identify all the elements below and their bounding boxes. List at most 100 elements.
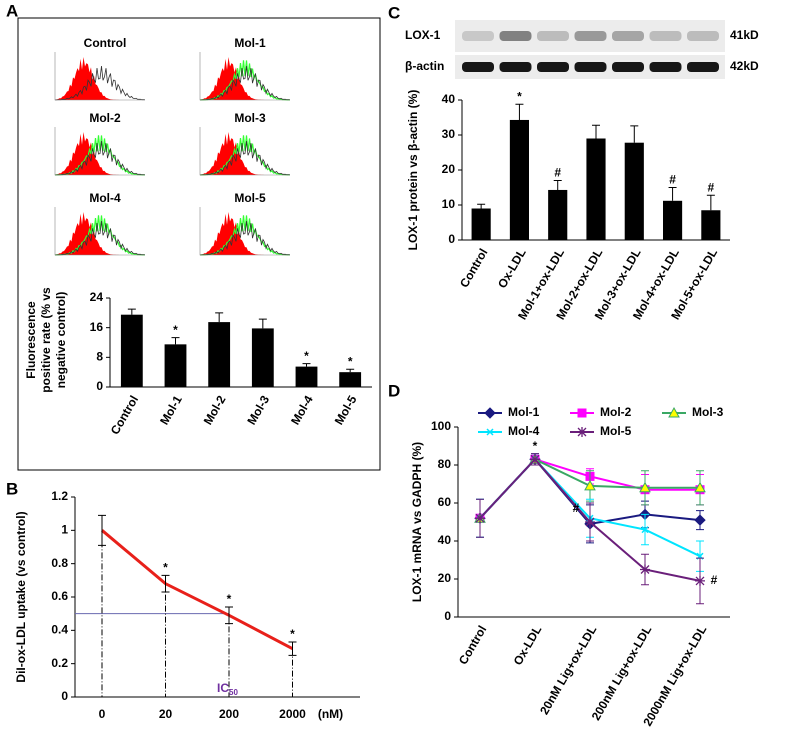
bar	[164, 344, 187, 387]
histogram-axes	[54, 207, 145, 256]
legend-marker	[577, 427, 587, 437]
x-tick-label: 20	[159, 707, 173, 721]
blot-size: 42kD	[730, 59, 759, 73]
y-tick-label: 60	[438, 495, 452, 509]
x-tick-label: 200nM Lig+ox-LDL	[589, 623, 655, 723]
x-tick-label: Control	[456, 623, 489, 667]
blot-size: 41kD	[730, 28, 759, 42]
histogram-area	[200, 56, 290, 100]
y-tick-label: 0	[444, 609, 451, 623]
value-annotation: *	[290, 627, 295, 641]
error-bar	[630, 125, 639, 143]
x-tick-label: Mol-5	[332, 393, 360, 427]
y-axis-label: negative control)	[54, 292, 68, 389]
value-annotation: *	[533, 439, 538, 453]
legend-marker	[668, 406, 680, 418]
marker	[639, 481, 651, 493]
panel-label: B	[6, 479, 18, 498]
error-bar	[553, 180, 562, 190]
x-tick-label: 2000	[279, 707, 306, 721]
histogram-axes	[199, 127, 290, 176]
legend-label: Mol-2	[600, 405, 632, 419]
x-tick-label: Mol-2	[201, 393, 229, 427]
histogram-axes	[54, 127, 145, 176]
histogram-area	[200, 131, 290, 175]
blot-band	[612, 31, 644, 41]
histogram-axes	[54, 52, 145, 101]
y-axis-label: positive rate (% vs	[39, 287, 53, 393]
error-bar	[258, 318, 267, 329]
y-tick-label: 20	[442, 162, 456, 176]
marker	[584, 479, 596, 491]
blot-band	[574, 62, 607, 72]
bar	[295, 366, 318, 387]
error-bar	[288, 641, 297, 656]
bar	[120, 314, 143, 387]
blot-band	[499, 31, 532, 41]
value-annotation: *	[517, 89, 522, 103]
blot-band	[537, 31, 569, 41]
histogram-axes	[199, 52, 290, 101]
value-annotation: #	[554, 166, 561, 180]
blot-band	[574, 31, 607, 41]
error-bar	[477, 203, 486, 209]
bar	[663, 200, 683, 240]
y-tick-label: 40	[438, 533, 452, 547]
error-bar	[171, 337, 180, 345]
marker	[640, 564, 650, 575]
y-tick-label: 0	[448, 232, 455, 246]
panel-label: C	[388, 3, 400, 22]
ic50-text: IC	[217, 681, 229, 695]
error-bar	[515, 103, 524, 120]
bar	[208, 322, 231, 387]
y-tick-label: 80	[438, 457, 452, 471]
value-annotation: #	[708, 180, 715, 194]
x-tick-label: Control	[108, 393, 141, 437]
value-annotation: #	[669, 173, 676, 187]
y-tick-label: 0	[96, 379, 103, 393]
x-tick-label: 2000nM Lig+ox-LDL	[640, 623, 709, 728]
error-bar	[225, 606, 233, 625]
x-axis-label: (nM)	[318, 707, 343, 721]
panel-label: D	[388, 381, 400, 400]
marker	[475, 513, 485, 524]
y-tick-label: 0	[61, 689, 68, 703]
marker	[641, 526, 649, 534]
legend-label: Mol-4	[508, 424, 540, 438]
histogram-area	[200, 211, 290, 255]
blot-label: β-actin	[405, 59, 444, 73]
error-bar	[706, 194, 715, 211]
ic50-subscript: 50	[229, 688, 238, 697]
x-tick-label: 200	[219, 707, 239, 721]
y-tick-label: 100	[431, 419, 451, 433]
x-tick-label: 20nM Lig+ox-LDL	[537, 623, 599, 717]
error-bar	[668, 187, 677, 201]
marker	[694, 514, 706, 526]
bar	[471, 208, 491, 240]
line	[101, 529, 294, 650]
error-bar	[302, 363, 311, 367]
legend-marker	[577, 408, 587, 418]
blot-band	[687, 31, 719, 41]
blot-band	[462, 31, 494, 41]
y-tick-label: 40	[442, 92, 456, 106]
legend-label: Mol-1	[508, 405, 540, 419]
marker	[694, 481, 706, 493]
panel-label: A	[6, 1, 18, 20]
y-tick-label: 24	[90, 290, 104, 304]
bar	[548, 189, 568, 240]
bar	[251, 328, 274, 387]
value-annotation: *	[304, 349, 309, 363]
histogram-label: Mol-3	[234, 111, 266, 125]
histogram-label: Mol-2	[89, 111, 121, 125]
marker	[695, 575, 705, 586]
histogram-curve	[199, 221, 291, 256]
y-tick-label: 10	[442, 197, 456, 211]
histogram-curve	[199, 66, 291, 101]
legend-marker	[484, 407, 496, 419]
histogram-label: Control	[84, 36, 127, 50]
blot-band	[462, 62, 494, 72]
x-tick-label: Mol-1	[157, 393, 185, 427]
